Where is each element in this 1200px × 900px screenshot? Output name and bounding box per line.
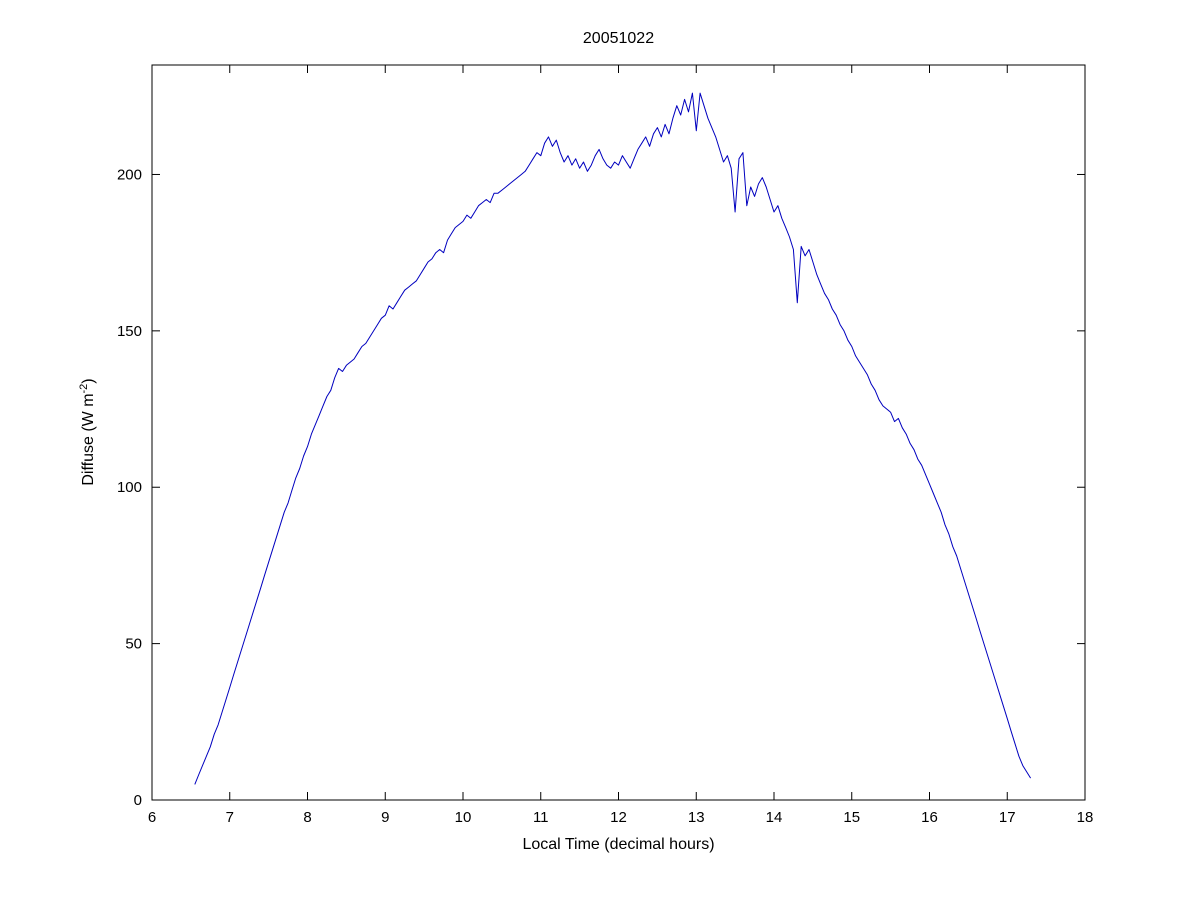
chart-title: 20051022: [582, 30, 655, 47]
x-tick-label: 7: [226, 809, 234, 826]
x-tick-label: 18: [1077, 809, 1094, 826]
axes-box: [151, 64, 1086, 801]
y-tick-label: 200: [117, 166, 142, 183]
x-tick-label: 16: [921, 809, 938, 826]
x-axis-label: Local Time (decimal hours): [522, 836, 715, 853]
x-tick-label: 6: [148, 809, 156, 826]
y-axis-label-text: Diffuse (W m: [80, 393, 98, 486]
y-axis-label: Diffuse (W m-2): [78, 378, 98, 485]
y-tick-label: 100: [117, 479, 142, 496]
x-tick-label: 13: [688, 809, 705, 826]
data-line-diffuse-irradiance: [194, 92, 1032, 785]
x-tick-label: 8: [303, 809, 311, 826]
x-tick-label: 14: [766, 809, 783, 826]
x-tick-label: 15: [843, 809, 860, 826]
x-tick-label: 9: [381, 809, 389, 826]
y-axis-label-superscript: -2: [77, 383, 90, 394]
y-tick-label: 150: [117, 323, 142, 340]
y-axis-label-suffix: ): [80, 378, 98, 384]
y-tick-label: 50: [125, 636, 142, 653]
y-tick-label: 0: [134, 792, 142, 809]
x-tick-label: 11: [533, 809, 549, 826]
x-tick-label: 12: [610, 809, 627, 826]
x-tick-label: 17: [999, 809, 1016, 826]
x-tick-label: 10: [455, 809, 472, 826]
